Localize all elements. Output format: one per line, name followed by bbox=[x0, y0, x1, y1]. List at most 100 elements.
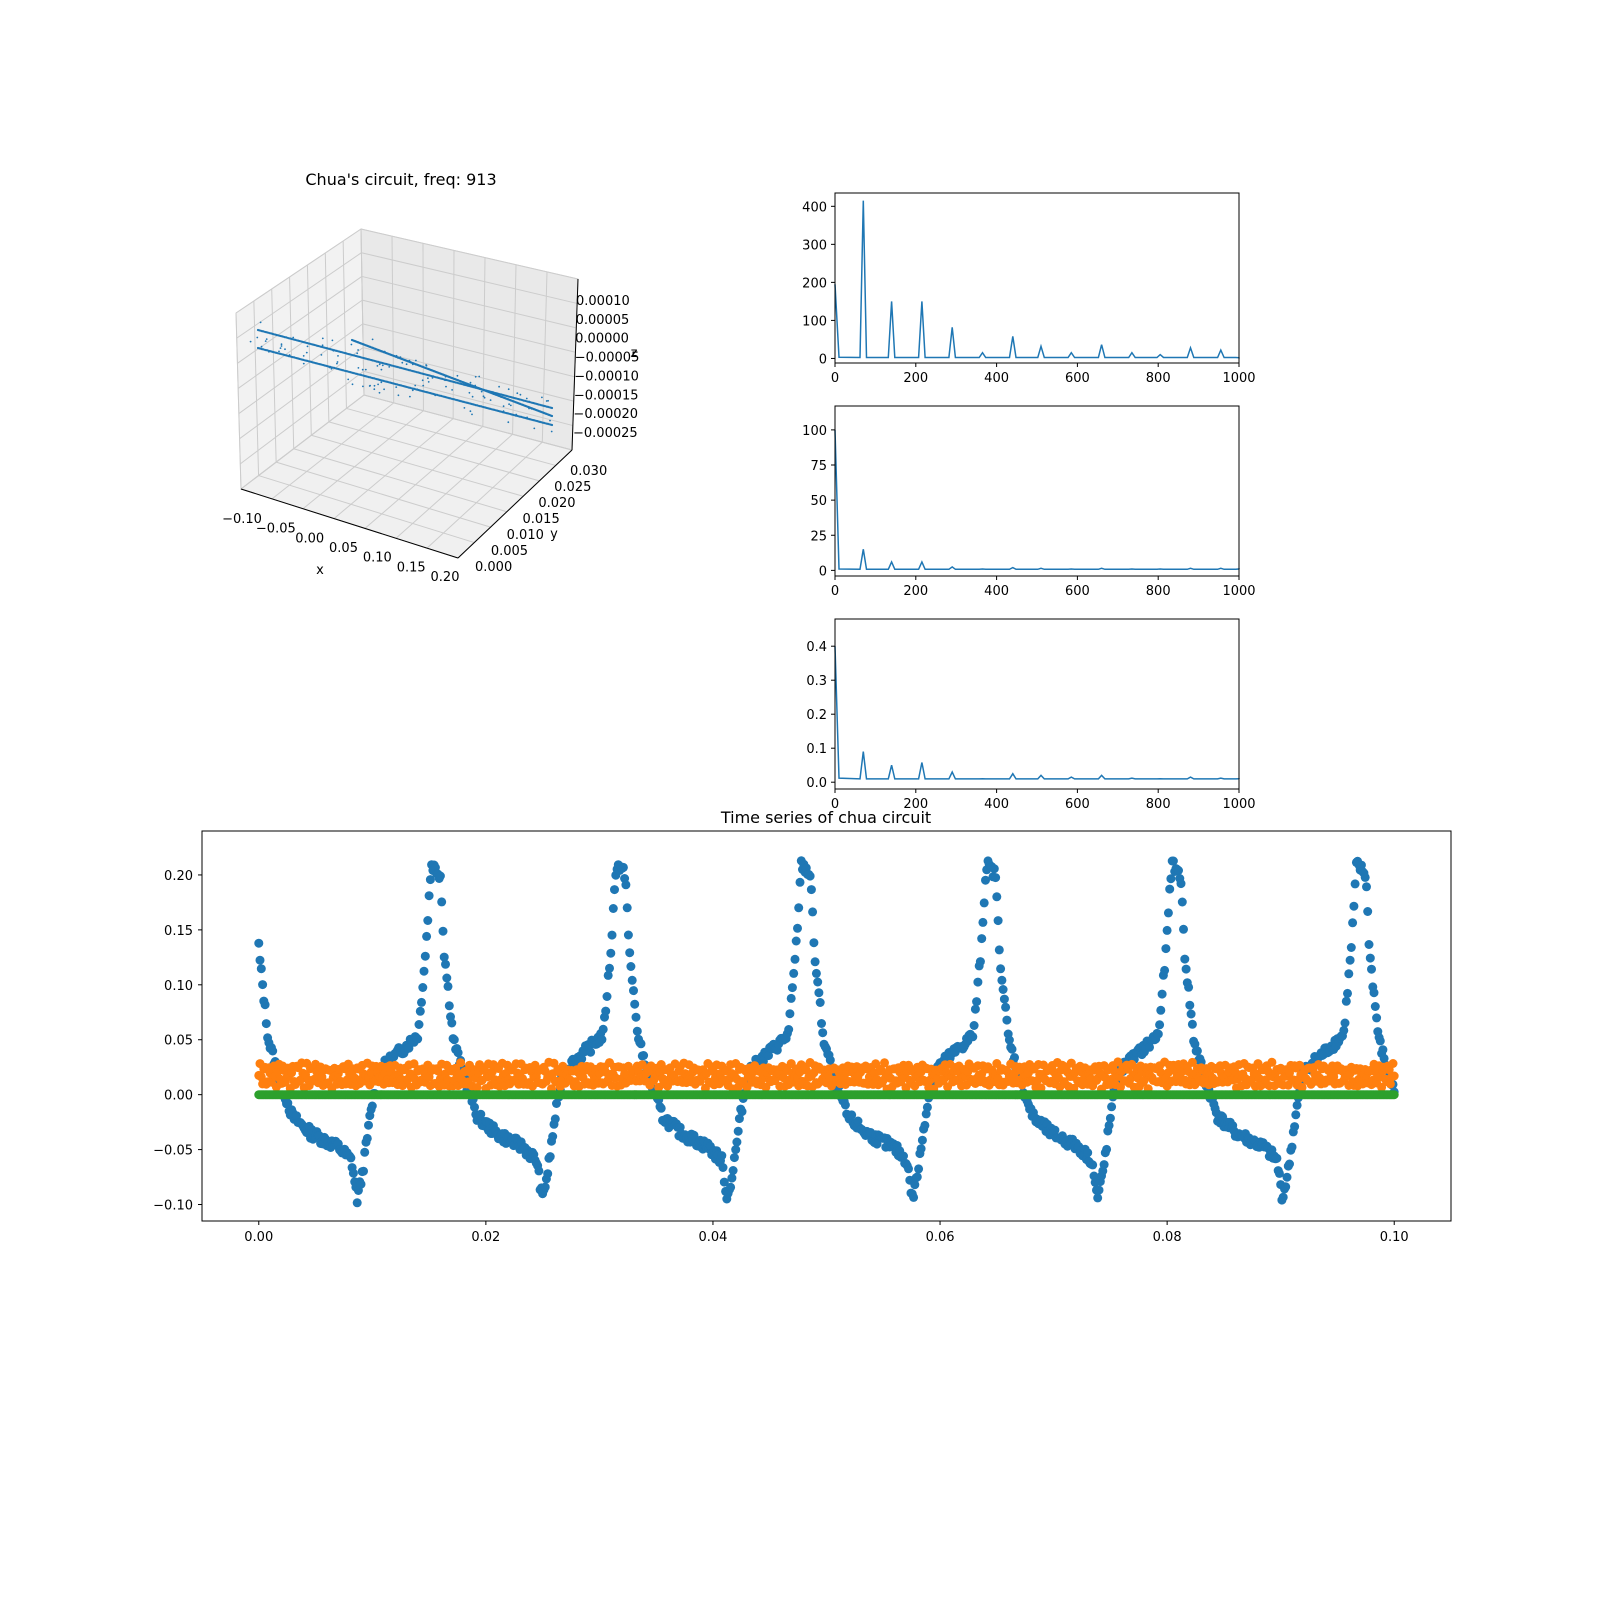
3d-point bbox=[371, 338, 374, 341]
3d-point bbox=[388, 366, 391, 368]
series-x-point bbox=[254, 938, 264, 948]
series-x-point bbox=[420, 951, 430, 961]
series-x-point bbox=[784, 1025, 794, 1034]
series-x-point bbox=[605, 963, 614, 973]
3d-point bbox=[550, 414, 554, 418]
series-x-point bbox=[439, 952, 449, 962]
series-x-point bbox=[618, 862, 628, 872]
3d-point bbox=[292, 336, 295, 339]
spectrum-y-tick: 0 bbox=[819, 352, 827, 367]
series-x-point bbox=[899, 1151, 908, 1161]
series-y-point bbox=[1388, 1059, 1398, 1068]
series-x-point bbox=[973, 977, 983, 987]
series-x-point bbox=[548, 1132, 558, 1141]
series-x-point bbox=[1348, 918, 1358, 928]
3d-grid-line bbox=[346, 407, 556, 466]
spectrum-y-tick: 0.4 bbox=[806, 640, 827, 655]
series-x-point bbox=[787, 983, 797, 993]
ts-y-tick: 0.05 bbox=[164, 1034, 193, 1049]
3d-point bbox=[427, 377, 429, 380]
3d-x-tick: 0.20 bbox=[431, 570, 460, 585]
series-x-point bbox=[993, 916, 1003, 926]
3d-point bbox=[483, 396, 486, 399]
series-x-point bbox=[1050, 1125, 1060, 1135]
series-x-point bbox=[818, 1028, 828, 1038]
series-x-point bbox=[1369, 988, 1379, 998]
3d-grid-line bbox=[240, 394, 365, 490]
3d-y-tick: 0.030 bbox=[570, 464, 607, 479]
spectrum-x-tick: 400 bbox=[984, 371, 1009, 386]
series-x-point bbox=[1094, 1185, 1104, 1195]
series-x-point bbox=[795, 877, 805, 887]
series-x-point bbox=[1291, 1110, 1301, 1120]
series-x-point bbox=[914, 1164, 924, 1174]
3d-point bbox=[380, 381, 383, 384]
series-x-point bbox=[352, 1198, 362, 1208]
3d-point bbox=[456, 374, 459, 377]
series-x-point bbox=[992, 892, 1002, 902]
3d-point bbox=[415, 359, 417, 362]
series-x-point bbox=[597, 1035, 607, 1045]
series-x-point bbox=[912, 1172, 922, 1182]
ts-x-tick: 0.02 bbox=[471, 1230, 500, 1245]
ts-x-tick: 0.00 bbox=[244, 1230, 273, 1245]
3d-point bbox=[478, 375, 481, 378]
3d-point bbox=[357, 349, 359, 351]
series-x-point bbox=[922, 1102, 932, 1112]
series-x-point bbox=[1107, 1102, 1117, 1112]
3d-point bbox=[425, 364, 428, 367]
3d-z-tick: −0.00010 bbox=[574, 369, 639, 384]
time-series-ticks: 0.00 0.02 0.04 0.06 0.08 0.10 −0.10 −0.05 0.00 0.… bbox=[153, 869, 1409, 1245]
spectrum-x-tick: 1000 bbox=[1222, 371, 1255, 386]
series-x-point bbox=[362, 1133, 372, 1143]
series-x-point bbox=[1161, 944, 1171, 954]
series-x-point bbox=[1145, 1042, 1154, 1052]
series-x-point bbox=[793, 923, 802, 933]
series-x-point bbox=[625, 948, 635, 958]
3d-point bbox=[378, 363, 381, 366]
series-x-point bbox=[1190, 1039, 1200, 1049]
series-x-point bbox=[438, 926, 448, 936]
series-x-point bbox=[447, 1018, 457, 1028]
series-x-point bbox=[425, 875, 435, 885]
spectrum-x-tick: 800 bbox=[1146, 584, 1171, 599]
3d-grid-line bbox=[271, 288, 277, 463]
3d-point bbox=[260, 345, 263, 348]
3d-x-tick: 0.10 bbox=[363, 551, 392, 566]
series-y-point bbox=[880, 1058, 889, 1068]
3d-point bbox=[541, 396, 543, 399]
spectrum-x-tick: 200 bbox=[903, 371, 928, 386]
3d-z-tick: −0.00005 bbox=[575, 351, 640, 366]
series-x-point bbox=[1192, 1046, 1202, 1056]
series-x-point bbox=[470, 1102, 479, 1112]
series-x-point bbox=[981, 875, 990, 885]
3d-point bbox=[502, 410, 505, 413]
3d-point bbox=[549, 419, 551, 422]
series-x-point bbox=[728, 1166, 738, 1175]
series-x-point bbox=[805, 871, 815, 881]
ts-x-tick: 0.10 bbox=[1380, 1230, 1409, 1245]
3d-point bbox=[482, 395, 485, 398]
3d-grid-line bbox=[482, 257, 486, 427]
3d-point bbox=[336, 362, 338, 365]
3d-y-axis-line bbox=[457, 449, 573, 559]
3d-point bbox=[331, 339, 334, 342]
series-x-point bbox=[1350, 879, 1360, 889]
3d-point bbox=[463, 407, 466, 409]
3d-point bbox=[515, 413, 518, 416]
series-x-point bbox=[602, 992, 612, 1001]
3d-point bbox=[399, 356, 402, 358]
3d-point bbox=[471, 395, 474, 398]
3d-grid-line bbox=[324, 252, 330, 422]
3d-point bbox=[376, 365, 379, 367]
series-x-point bbox=[916, 1144, 926, 1154]
series-x-point bbox=[785, 1009, 795, 1019]
series-x-point bbox=[1281, 1182, 1291, 1192]
series-x-point bbox=[449, 1035, 459, 1045]
time-series-title: Time series of chua circuit bbox=[720, 808, 931, 827]
3d-point bbox=[377, 383, 379, 386]
series-x-point bbox=[639, 1051, 649, 1060]
3d-point bbox=[288, 354, 291, 356]
3d-gridlines bbox=[235, 228, 579, 559]
spectrum-y-tick: 0.1 bbox=[806, 742, 827, 757]
